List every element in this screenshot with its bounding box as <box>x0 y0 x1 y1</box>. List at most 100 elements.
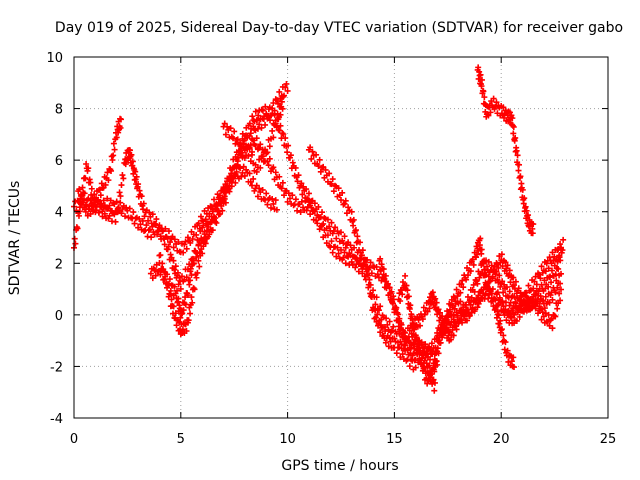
data-point <box>146 209 153 216</box>
data-point <box>188 294 195 301</box>
data-point <box>292 196 299 203</box>
data-point <box>280 93 287 100</box>
data-point <box>177 285 184 292</box>
x-tick-label: 0 <box>70 432 78 447</box>
data-point <box>340 201 347 208</box>
data-point <box>498 326 505 333</box>
data-point <box>406 339 413 346</box>
data-point <box>241 135 248 142</box>
data-point <box>458 281 465 288</box>
data-point <box>174 269 181 276</box>
data-point <box>504 262 511 269</box>
data-point <box>162 269 169 276</box>
data-point <box>372 307 379 314</box>
data-point <box>333 235 340 242</box>
data-point <box>148 234 155 241</box>
data-point <box>553 255 560 262</box>
data-point <box>211 196 218 203</box>
data-point <box>87 197 94 204</box>
data-point <box>341 200 348 207</box>
data-point <box>394 309 401 316</box>
data-point <box>503 284 510 291</box>
data-point <box>360 260 367 267</box>
data-point <box>489 275 496 282</box>
data-point <box>377 255 384 262</box>
data-point <box>372 301 379 308</box>
data-point <box>246 120 253 127</box>
data-point <box>508 358 515 365</box>
data-point <box>374 271 381 278</box>
data-point <box>222 199 229 206</box>
data-point <box>316 226 323 233</box>
data-point <box>160 266 167 273</box>
data-point <box>510 124 517 131</box>
data-point <box>191 286 198 293</box>
data-point <box>162 233 169 240</box>
data-point <box>424 308 431 315</box>
data-point <box>557 297 564 304</box>
data-point <box>537 293 544 300</box>
data-point <box>335 185 342 192</box>
data-point <box>492 271 499 278</box>
data-point <box>231 172 238 179</box>
data-point <box>299 191 306 198</box>
data-point <box>258 106 265 113</box>
data-point <box>241 154 248 161</box>
data-point <box>549 325 556 332</box>
data-point <box>194 269 201 276</box>
data-point <box>531 302 538 309</box>
data-point <box>100 204 107 211</box>
data-point <box>128 151 135 158</box>
data-point <box>230 135 237 142</box>
data-point <box>511 282 518 289</box>
data-point <box>211 213 218 220</box>
data-point <box>502 306 509 313</box>
data-point <box>313 151 320 158</box>
data-point <box>491 295 498 302</box>
data-point <box>382 328 389 335</box>
data-point <box>119 172 126 179</box>
data-point <box>97 192 104 199</box>
data-point <box>556 252 563 259</box>
data-point <box>428 340 435 347</box>
data-point <box>554 246 561 253</box>
data-point <box>143 222 150 229</box>
data-point <box>165 228 172 235</box>
data-point <box>517 302 524 309</box>
data-point <box>454 312 461 319</box>
data-point <box>411 357 418 364</box>
data-point <box>558 286 565 293</box>
data-point <box>175 295 182 302</box>
data-point <box>473 251 480 258</box>
data-point <box>321 227 328 234</box>
data-point <box>110 210 117 217</box>
data-point <box>506 302 513 309</box>
data-point <box>279 179 286 186</box>
data-point <box>429 289 436 296</box>
data-point <box>533 281 540 288</box>
data-point <box>264 201 271 208</box>
data-point <box>262 103 269 110</box>
data-point <box>431 387 438 394</box>
data-point <box>138 193 145 200</box>
data-point <box>248 125 255 132</box>
data-point <box>393 350 400 357</box>
data-point <box>173 322 180 329</box>
data-point <box>319 209 326 216</box>
data-point <box>311 200 318 207</box>
data-point <box>481 94 488 101</box>
data-point <box>133 173 140 180</box>
data-point <box>411 324 418 331</box>
data-point <box>342 260 349 267</box>
data-point <box>464 293 471 300</box>
data-point <box>272 120 279 127</box>
data-point <box>315 203 322 210</box>
data-point <box>368 291 375 298</box>
data-point <box>117 124 124 131</box>
data-point <box>161 276 168 283</box>
data-point <box>390 323 397 330</box>
data-point <box>281 192 288 199</box>
data-point <box>171 236 178 243</box>
data-point <box>398 345 405 352</box>
